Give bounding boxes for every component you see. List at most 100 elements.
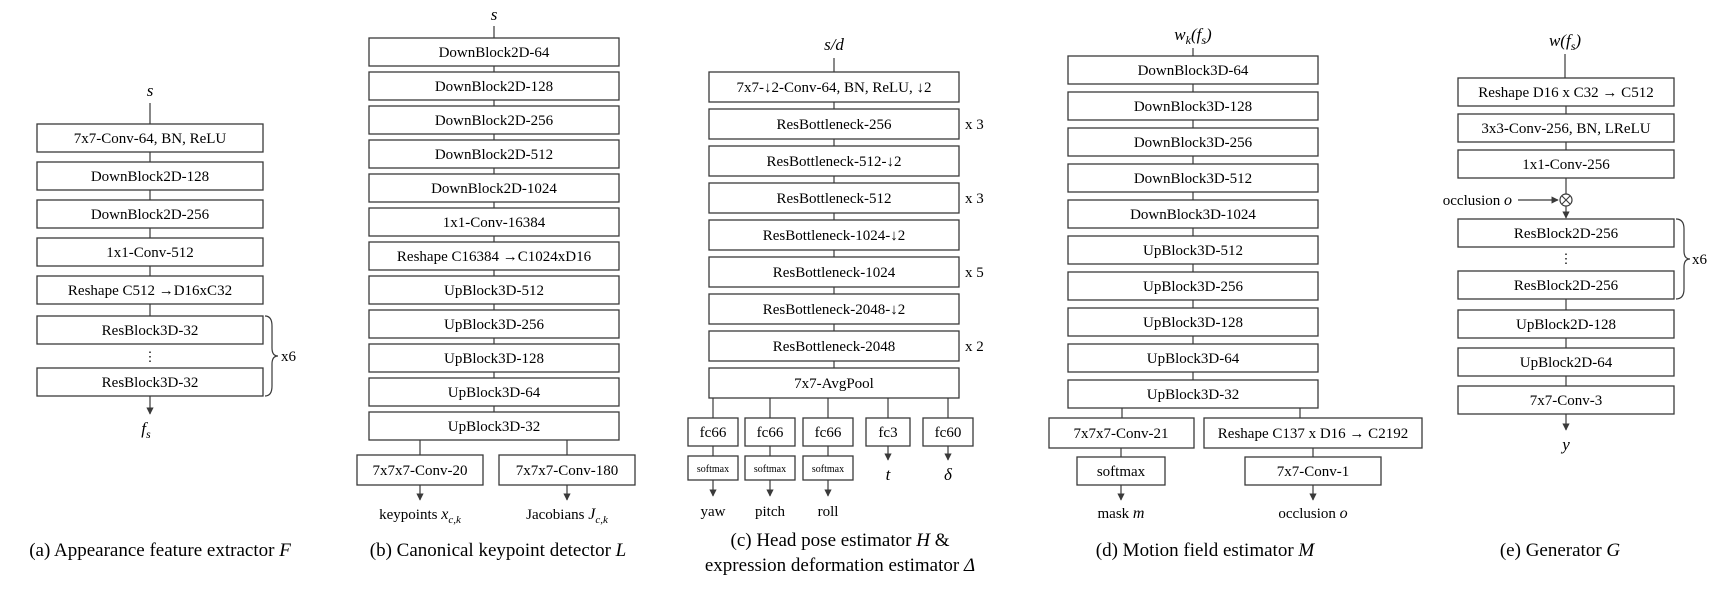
block-downblock3d-128: DownBlock3D-128 bbox=[1067, 91, 1319, 121]
svg-text:Reshape C137 x D16 → C2192: Reshape C137 x D16 → C2192 bbox=[1218, 426, 1408, 442]
block-conv1x1-256: 1x1-Conv-256 bbox=[1457, 149, 1675, 179]
svg-text:7x7-AvgPool: 7x7-AvgPool bbox=[794, 376, 874, 392]
svg-text:UpBlock2D-128: UpBlock2D-128 bbox=[1516, 317, 1616, 333]
svg-text:softmax: softmax bbox=[697, 464, 729, 475]
svg-text:softmax: softmax bbox=[812, 464, 844, 475]
block-resbottleneck-256: ResBottleneck-256 bbox=[708, 108, 960, 140]
block-conv-3: 7x7-Conv-3 bbox=[1457, 385, 1675, 415]
svg-text:ResBottleneck-2048: ResBottleneck-2048 bbox=[773, 339, 895, 355]
svg-text:UpBlock3D-32: UpBlock3D-32 bbox=[448, 419, 541, 435]
output-jacobians: Jacobians Jc,k bbox=[526, 506, 609, 526]
svg-text:DownBlock2D-64: DownBlock2D-64 bbox=[439, 45, 550, 61]
block-resbottleneck-1024: ResBottleneck-1024 bbox=[708, 256, 960, 288]
block-upblock3d-512: UpBlock3D-512 bbox=[1067, 235, 1319, 265]
svg-text:7x7x7-Conv-21: 7x7x7-Conv-21 bbox=[1074, 426, 1169, 442]
fc66-pitch: fc66 bbox=[744, 417, 796, 447]
svg-text:ResBottleneck-2048-↓2: ResBottleneck-2048-↓2 bbox=[763, 302, 905, 318]
block-conv-64: 7x7-↓2-Conv-64, BN, ReLU, ↓2 bbox=[708, 71, 960, 103]
svg-text:DownBlock3D-128: DownBlock3D-128 bbox=[1134, 99, 1252, 115]
svg-text:UpBlock3D-64: UpBlock3D-64 bbox=[448, 385, 541, 401]
svg-text:7x7-↓2-Conv-64, BN, ReLU, ↓2: 7x7-↓2-Conv-64, BN, ReLU, ↓2 bbox=[737, 80, 932, 96]
head-conv-180: 7x7x7-Conv-180 bbox=[498, 454, 636, 486]
input-sd: s/d bbox=[824, 35, 844, 54]
block-downblock3d-1024: DownBlock3D-1024 bbox=[1067, 199, 1319, 229]
block-resblock2d-last: ResBlock2D-256 bbox=[1457, 270, 1675, 300]
input-wk-fs: wk(fs) bbox=[1174, 25, 1212, 47]
block-upblock2d-128: UpBlock2D-128 bbox=[1457, 309, 1675, 339]
conv-occlusion: 7x7-Conv-1 bbox=[1244, 456, 1382, 486]
panel-motion-field-estimator: wk(fs) DownBlock3D-64 DownBlock3D-128 Do… bbox=[1048, 25, 1423, 561]
svg-text:DownBlock2D-128: DownBlock2D-128 bbox=[91, 169, 209, 185]
block-downblock3d-512: DownBlock3D-512 bbox=[1067, 163, 1319, 193]
svg-text:DownBlock2D-1024: DownBlock2D-1024 bbox=[431, 181, 557, 197]
svg-text:1x1-Conv-512: 1x1-Conv-512 bbox=[106, 245, 194, 261]
block-downblock3d-64: DownBlock3D-64 bbox=[1067, 55, 1319, 85]
repeat-x3-first: x 3 bbox=[965, 117, 984, 133]
block-upblock3d-64: UpBlock3D-64 bbox=[368, 377, 620, 407]
block-downblock2d-256: DownBlock2D-256 bbox=[368, 105, 620, 135]
repeat-x6: x6 bbox=[1692, 252, 1708, 268]
block-resbottleneck-512: ResBottleneck-512 bbox=[708, 182, 960, 214]
block-resbottleneck-2048: ResBottleneck-2048 bbox=[708, 330, 960, 362]
svg-text:3x3-Conv-256, BN, LReLU: 3x3-Conv-256, BN, LReLU bbox=[1481, 121, 1650, 137]
svg-text:UpBlock3D-32: UpBlock3D-32 bbox=[1147, 387, 1240, 403]
repeat-x2: x 2 bbox=[965, 339, 984, 355]
svg-text:ResBottleneck-512: ResBottleneck-512 bbox=[777, 191, 892, 207]
ellipsis-dots: ⋮ bbox=[144, 349, 157, 364]
svg-text:DownBlock3D-64: DownBlock3D-64 bbox=[1138, 63, 1249, 79]
svg-text:UpBlock3D-128: UpBlock3D-128 bbox=[444, 351, 544, 367]
block-resblock3d-first: ResBlock3D-32 bbox=[36, 315, 264, 345]
svg-text:7x7x7-Conv-180: 7x7x7-Conv-180 bbox=[516, 463, 619, 479]
caption-d: (d) Motion field estimator M bbox=[1096, 540, 1316, 561]
block-downblock2d-128: DownBlock2D-128 bbox=[36, 161, 264, 191]
svg-text:ResBottleneck-1024: ResBottleneck-1024 bbox=[773, 265, 896, 281]
svg-text:ResBlock2D-256: ResBlock2D-256 bbox=[1514, 226, 1619, 242]
output-pitch: pitch bbox=[755, 504, 785, 520]
softmax-pitch: softmax bbox=[744, 455, 796, 481]
svg-text:UpBlock2D-64: UpBlock2D-64 bbox=[1520, 355, 1613, 371]
block-downblock2d-128: DownBlock2D-128 bbox=[368, 71, 620, 101]
fc3-translation: fc3 bbox=[865, 417, 911, 447]
block-conv-512: 1x1-Conv-512 bbox=[36, 237, 264, 267]
svg-text:1x1-Conv-16384: 1x1-Conv-16384 bbox=[443, 215, 546, 231]
block-upblock3d-32: UpBlock3D-32 bbox=[1067, 379, 1319, 409]
output-yaw: yaw bbox=[701, 504, 726, 520]
block-downblock2d-1024: DownBlock2D-1024 bbox=[368, 173, 620, 203]
block-resbottleneck-1024-down: ResBottleneck-1024-↓2 bbox=[708, 219, 960, 251]
svg-text:fc66: fc66 bbox=[815, 425, 842, 441]
svg-text:ResBlock3D-32: ResBlock3D-32 bbox=[102, 323, 199, 339]
svg-text:UpBlock3D-512: UpBlock3D-512 bbox=[1143, 243, 1243, 259]
svg-text:UpBlock3D-256: UpBlock3D-256 bbox=[1143, 279, 1243, 295]
svg-text:Reshape D16 x C32 → C512: Reshape D16 x C32 → C512 bbox=[1478, 85, 1653, 101]
panel-appearance-extractor: s 7x7-Conv-64, BN, ReLU DownBlock2D-128 … bbox=[29, 81, 296, 561]
block-upblock3d-256: UpBlock3D-256 bbox=[368, 309, 620, 339]
softmax-roll: softmax bbox=[802, 455, 854, 481]
block-resblock2d-first: ResBlock2D-256 bbox=[1457, 218, 1675, 248]
head-conv-20: 7x7x7-Conv-20 bbox=[356, 454, 484, 486]
block-reshape: Reshape D16 x C32 → C512 bbox=[1457, 77, 1675, 107]
caption-c-line2: expression deformation estimator Δ bbox=[705, 555, 975, 576]
softmax-yaw: softmax bbox=[687, 455, 739, 481]
svg-text:Reshape C16384 →C1024xD16: Reshape C16384 →C1024xD16 bbox=[397, 249, 592, 265]
occlusion-input-label: occlusion o bbox=[1443, 192, 1512, 209]
svg-text:DownBlock2D-256: DownBlock2D-256 bbox=[91, 207, 210, 223]
svg-text:7x7-Conv-1: 7x7-Conv-1 bbox=[1277, 464, 1350, 480]
panel-keypoint-detector: s DownBlock2D-64 DownBlock2D-128 DownBlo… bbox=[356, 5, 636, 561]
head-conv-21: 7x7x7-Conv-21 bbox=[1048, 417, 1195, 449]
block-downblock2d-256: DownBlock2D-256 bbox=[36, 199, 264, 229]
output-roll: roll bbox=[818, 504, 839, 520]
block-upblock3d-256: UpBlock3D-256 bbox=[1067, 271, 1319, 301]
block-upblock3d-64: UpBlock3D-64 bbox=[1067, 343, 1319, 373]
svg-text:7x7-Conv-64, BN, ReLU: 7x7-Conv-64, BN, ReLU bbox=[74, 131, 227, 147]
svg-text:fc3: fc3 bbox=[878, 425, 897, 441]
svg-text:1x1-Conv-256: 1x1-Conv-256 bbox=[1522, 157, 1610, 173]
svg-text:7x7x7-Conv-20: 7x7x7-Conv-20 bbox=[373, 463, 468, 479]
block-upblock2d-64: UpBlock2D-64 bbox=[1457, 347, 1675, 377]
input-s: s bbox=[147, 81, 154, 100]
svg-text:DownBlock2D-512: DownBlock2D-512 bbox=[435, 147, 553, 163]
block-conv-64: 7x7-Conv-64, BN, ReLU bbox=[36, 123, 264, 153]
svg-text:ResBottleneck-1024-↓2: ResBottleneck-1024-↓2 bbox=[763, 228, 905, 244]
svg-text:ResBlock3D-32: ResBlock3D-32 bbox=[102, 375, 199, 391]
output-fs: fs bbox=[141, 419, 151, 441]
